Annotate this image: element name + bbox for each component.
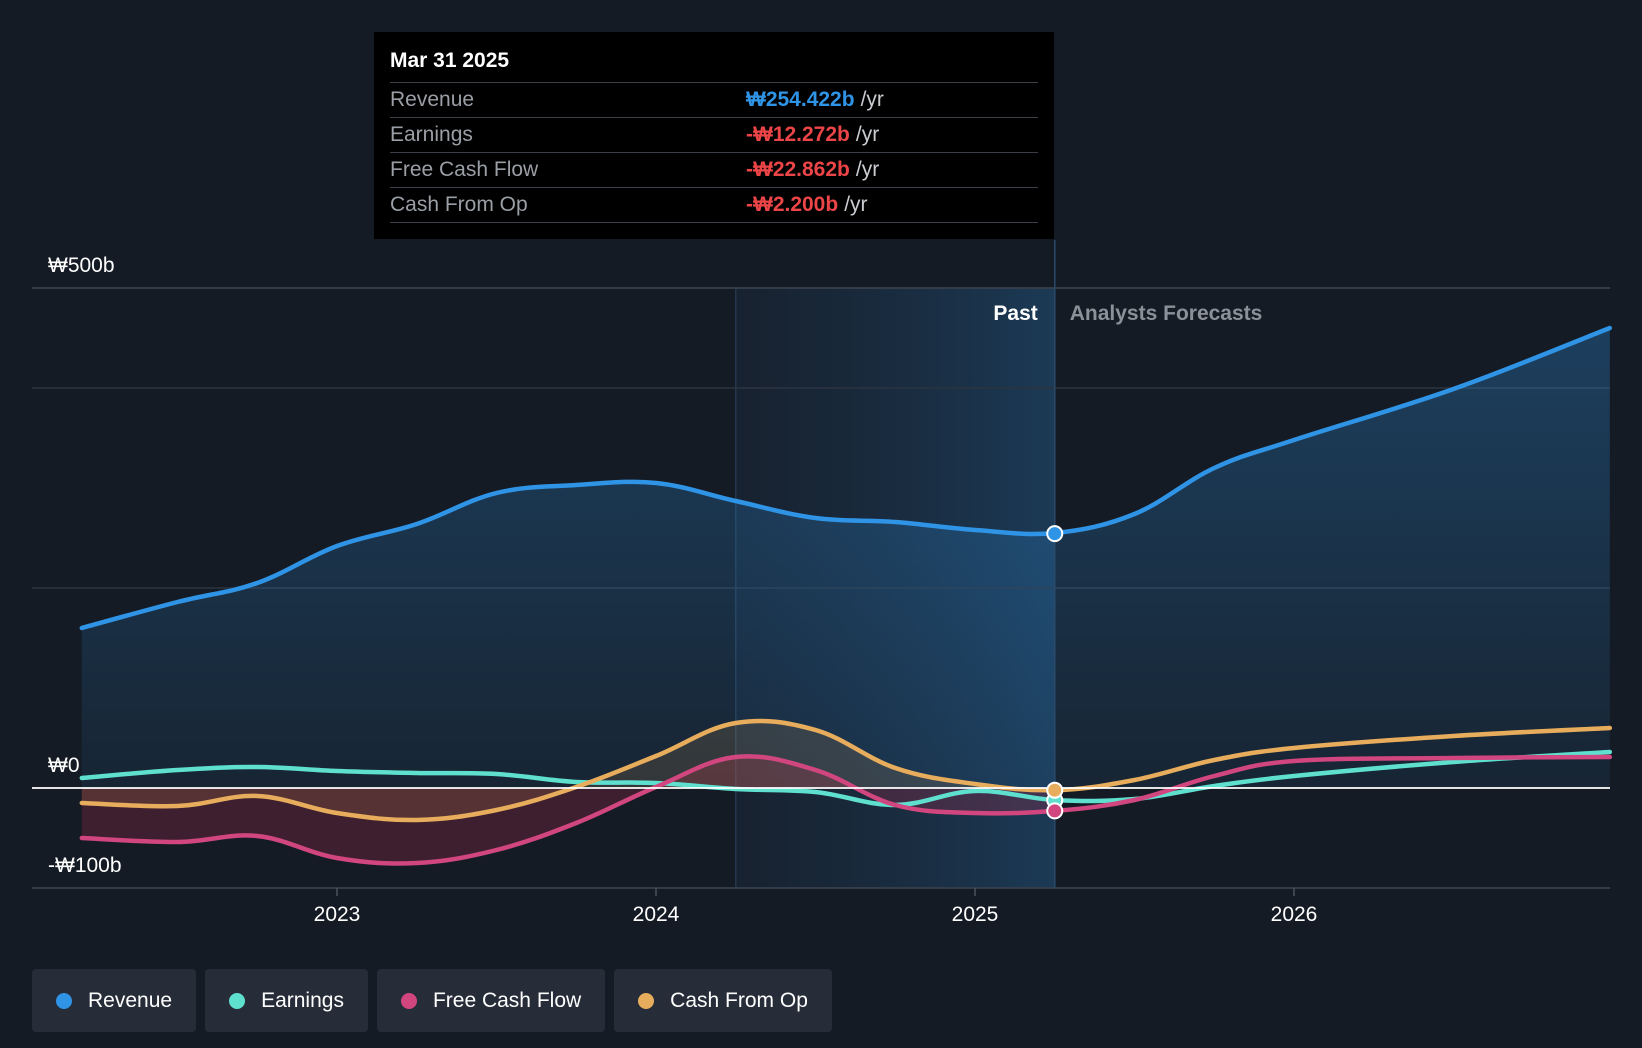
tooltip-unit: /yr xyxy=(855,158,880,181)
x-tick-label: 2026 xyxy=(1271,903,1318,926)
legend-label: Revenue xyxy=(88,988,173,1012)
free-cash-flow-marker xyxy=(1046,802,1064,820)
tooltip-value: ₩254.422b xyxy=(746,88,855,111)
revenue-marker xyxy=(1046,525,1064,543)
tooltip-label: Cash From Op xyxy=(390,193,528,216)
tooltip-label: Free Cash Flow xyxy=(390,158,539,181)
tooltip-row-earnings: Earnings -₩12.272b /yr xyxy=(390,117,1038,152)
legend-item-earnings[interactable]: Earnings xyxy=(205,969,368,1032)
free-cash-flow-area xyxy=(81,756,1055,864)
legend-label: Free Cash Flow xyxy=(432,988,582,1012)
forecast-label: Analysts Forecasts xyxy=(1070,302,1263,325)
cash-from-op-marker xyxy=(1046,781,1064,799)
revenue-area xyxy=(81,328,1610,788)
tooltip-row-revenue: Revenue ₩254.422b /yr xyxy=(390,82,1038,117)
legend-dot-icon xyxy=(229,992,246,1009)
legend-item-free-cash-flow[interactable]: Free Cash Flow xyxy=(376,969,606,1032)
legend-dot-icon xyxy=(400,992,417,1009)
cash-from-op-area xyxy=(81,720,1055,821)
tooltip-row-free-cash-flow: Free Cash Flow -₩22.862b /yr xyxy=(390,152,1038,187)
tooltip-value: -₩22.862b xyxy=(746,158,850,181)
past-label: Past xyxy=(993,302,1037,325)
free-cash-flow-line xyxy=(79,754,1613,866)
tooltip-date: Mar 31 2025 xyxy=(390,49,510,72)
y-tick-label: ₩0 xyxy=(48,754,80,777)
x-tick-label: 2025 xyxy=(952,903,999,926)
revenue-line xyxy=(79,325,1613,631)
tooltip-unit: /yr xyxy=(855,123,880,146)
tooltip-unit: /yr xyxy=(844,193,868,216)
legend: Revenue Earnings Free Cash Flow Cash Fro… xyxy=(32,969,832,1032)
legend-dot-icon xyxy=(56,992,72,1009)
legend-item-cash-from-op[interactable]: Cash From Op xyxy=(614,969,832,1032)
tooltip-row-cash-from-op: Cash From Op -₩2.200b /yr xyxy=(390,187,1038,223)
tooltip: Mar 31 2025 Revenue ₩254.422b /yr Earnin… xyxy=(374,32,1054,239)
y-tick-label: ₩500b xyxy=(48,254,115,277)
tooltip-label: Earnings xyxy=(390,123,473,146)
y-tick-label: -₩100b xyxy=(48,854,122,877)
tooltip-unit: /yr xyxy=(860,88,884,111)
tooltip-value: -₩2.200b xyxy=(746,193,839,216)
x-tick-label: 2023 xyxy=(314,903,361,926)
legend-item-revenue[interactable]: Revenue xyxy=(32,969,197,1032)
legend-dot-icon xyxy=(638,992,655,1009)
legend-label: Earnings xyxy=(261,988,344,1012)
legend-label: Cash From Op xyxy=(670,988,808,1012)
earnings-line xyxy=(79,749,1613,808)
tooltip-label: Revenue xyxy=(390,88,475,111)
tooltip-value: -₩12.272b xyxy=(746,123,850,146)
cash-from-op-line xyxy=(79,718,1613,823)
x-tick-label: 2024 xyxy=(633,903,680,926)
